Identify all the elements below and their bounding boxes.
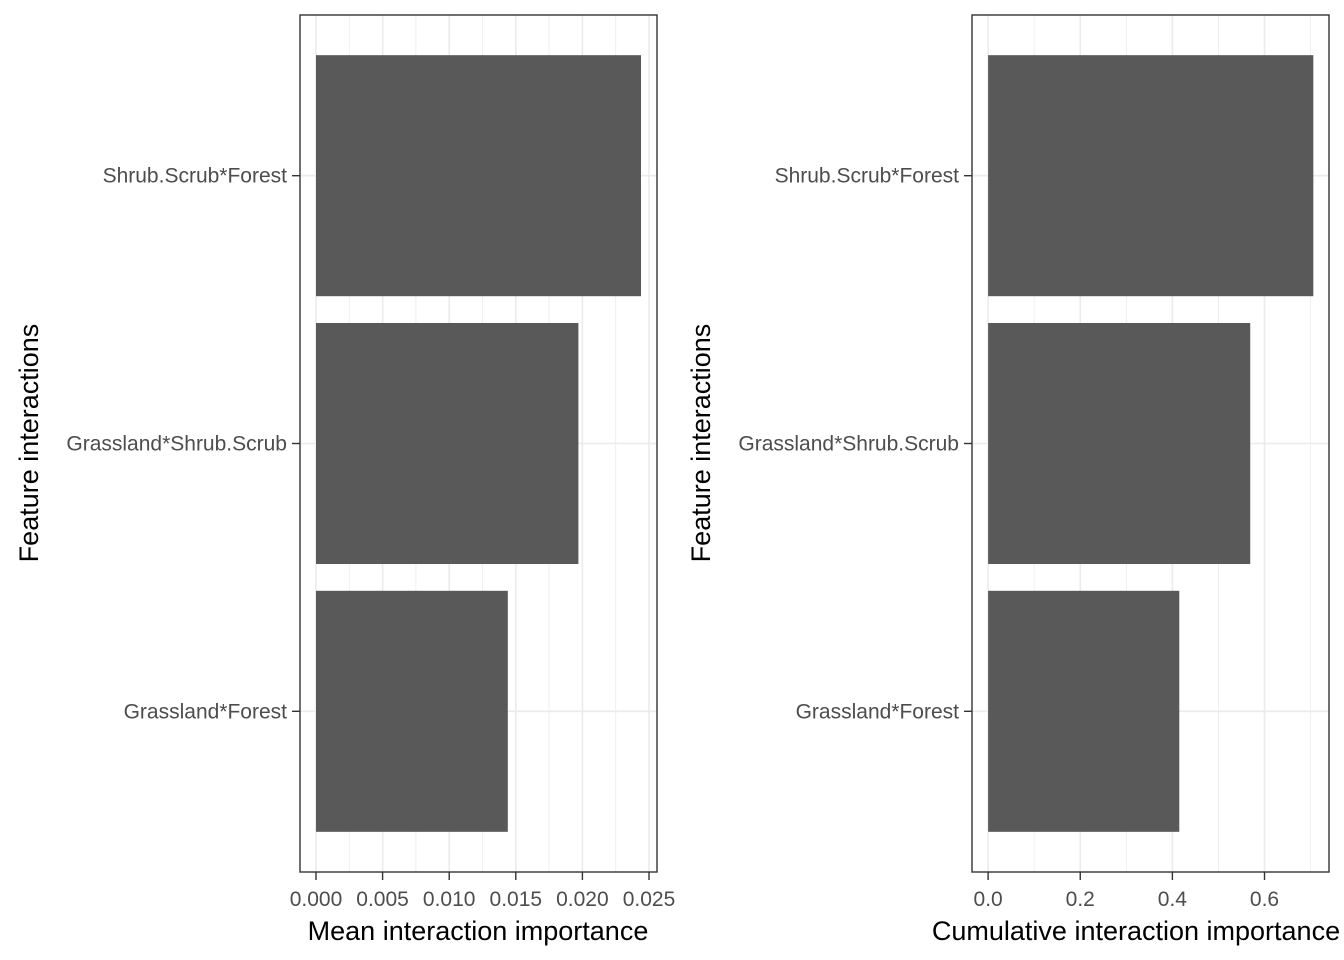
x-tick-label: 0.005 xyxy=(356,888,409,911)
y-tick-label: Grassland*Shrub.Scrub xyxy=(738,433,959,456)
x-axis-title: Cumulative interaction importance xyxy=(932,916,1340,946)
x-tick-label: 0.2 xyxy=(1066,888,1095,911)
x-tick-label: 0.6 xyxy=(1250,888,1279,911)
bar xyxy=(315,322,579,565)
x-tick-label: 0.020 xyxy=(556,888,609,911)
x-tick-label: 0.000 xyxy=(290,888,343,911)
y-axis-title: Feature interactions xyxy=(686,324,716,563)
cumulative-importance-panel: Shrub.Scrub*Forest Grassland*Shrub.Scrub G… xyxy=(686,14,1340,946)
bar xyxy=(988,590,1180,832)
bar xyxy=(315,55,642,297)
bar xyxy=(988,55,1314,297)
x-tick-label: 0.0 xyxy=(974,888,1003,911)
bar xyxy=(315,590,508,832)
y-tick-label: Grassland*Shrub.Scrub xyxy=(66,433,287,456)
x-tick-label: 0.025 xyxy=(623,888,676,911)
x-axis-title: Mean interaction importance xyxy=(308,916,649,946)
y-tick-label: Shrub.Scrub*Forest xyxy=(103,165,288,188)
y-tick-label: Shrub.Scrub*Forest xyxy=(775,165,960,188)
y-tick-label: Grassland*Forest xyxy=(124,700,288,723)
x-tick-label: 0.010 xyxy=(423,888,476,911)
y-tick-label: Grassland*Forest xyxy=(796,700,960,723)
x-tick-label: 0.4 xyxy=(1158,888,1188,911)
y-axis-title: Feature interactions xyxy=(14,324,44,563)
x-tick-label: 0.015 xyxy=(490,888,543,911)
mean-importance-panel: Shrub.Scrub*Forest Grassland*Shrub.Scrub G… xyxy=(14,14,676,946)
bar xyxy=(988,322,1251,565)
